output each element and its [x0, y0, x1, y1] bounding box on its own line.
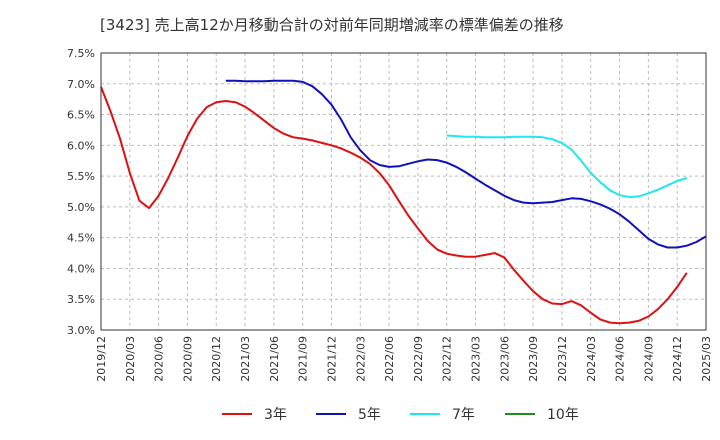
x-tick-label: 2024/09	[642, 336, 655, 382]
x-tick-label: 2024/03	[585, 336, 598, 382]
y-tick-label: 5.5%	[67, 170, 95, 183]
y-tick-label: 4.0%	[67, 262, 95, 275]
y-tick-label: 4.5%	[67, 232, 95, 245]
x-tick-label: 2022/12	[441, 336, 454, 382]
legend-label-0: 3年	[264, 407, 287, 423]
x-tick-label: 2022/09	[412, 336, 425, 382]
legend-label-2: 7年	[452, 407, 475, 423]
x-tick-label: 2024/12	[671, 336, 684, 382]
x-tick-label: 2021/03	[239, 336, 252, 382]
x-tick-label: 2019/12	[95, 336, 108, 382]
x-tick-label: 2021/09	[297, 336, 310, 382]
plot-area	[101, 53, 706, 330]
legend: 3年 5年 7年 10年	[222, 407, 579, 423]
x-tick-label: 2021/12	[325, 336, 338, 382]
x-tick-label: 2023/06	[498, 336, 511, 382]
x-tick-label: 2023/09	[527, 336, 540, 382]
axis-layer: 3.0% 3.5% 4.0% 4.5% 5.0% 5.5% 6.0% 6.5% 7.0% 7.5%…	[67, 47, 713, 382]
chart-title: [3423] 売上高12か月移動合計の対前年同期増減率の標準偏差の推移	[100, 16, 564, 34]
series-line-1	[225, 79, 707, 249]
x-tick-label: 2023/12	[556, 336, 569, 382]
y-tick-label: 6.5%	[67, 109, 95, 122]
series-line-2	[446, 134, 688, 198]
x-tick-label: 2021/06	[268, 336, 281, 382]
x-tick-label: 2025/03	[700, 336, 713, 382]
y-tick-label: 3.5%	[67, 293, 95, 306]
x-tick-label: 2020/06	[153, 336, 166, 382]
y-tick-label: 7.5%	[67, 47, 95, 60]
y-tick-label: 6.0%	[67, 139, 95, 152]
x-tick-label: 2020/09	[181, 336, 194, 382]
plot-border	[100, 52, 707, 331]
y-tick-label: 5.0%	[67, 201, 95, 214]
legend-label-3: 10年	[547, 407, 579, 423]
grid-layer	[101, 53, 706, 330]
series-line-0	[100, 86, 688, 325]
x-tick-label: 2024/06	[614, 336, 627, 382]
x-tick-label: 2022/06	[383, 336, 396, 382]
y-tick-label: 7.0%	[67, 78, 95, 91]
x-tick-label: 2023/03	[470, 336, 483, 382]
x-tick-label: 2022/03	[354, 336, 367, 382]
legend-label-1: 5年	[358, 407, 381, 423]
x-tick-label: 2020/03	[124, 336, 137, 382]
series-layer	[100, 79, 707, 325]
x-tick-label: 2020/12	[210, 336, 223, 382]
y-tick-label: 3.0%	[67, 324, 95, 337]
